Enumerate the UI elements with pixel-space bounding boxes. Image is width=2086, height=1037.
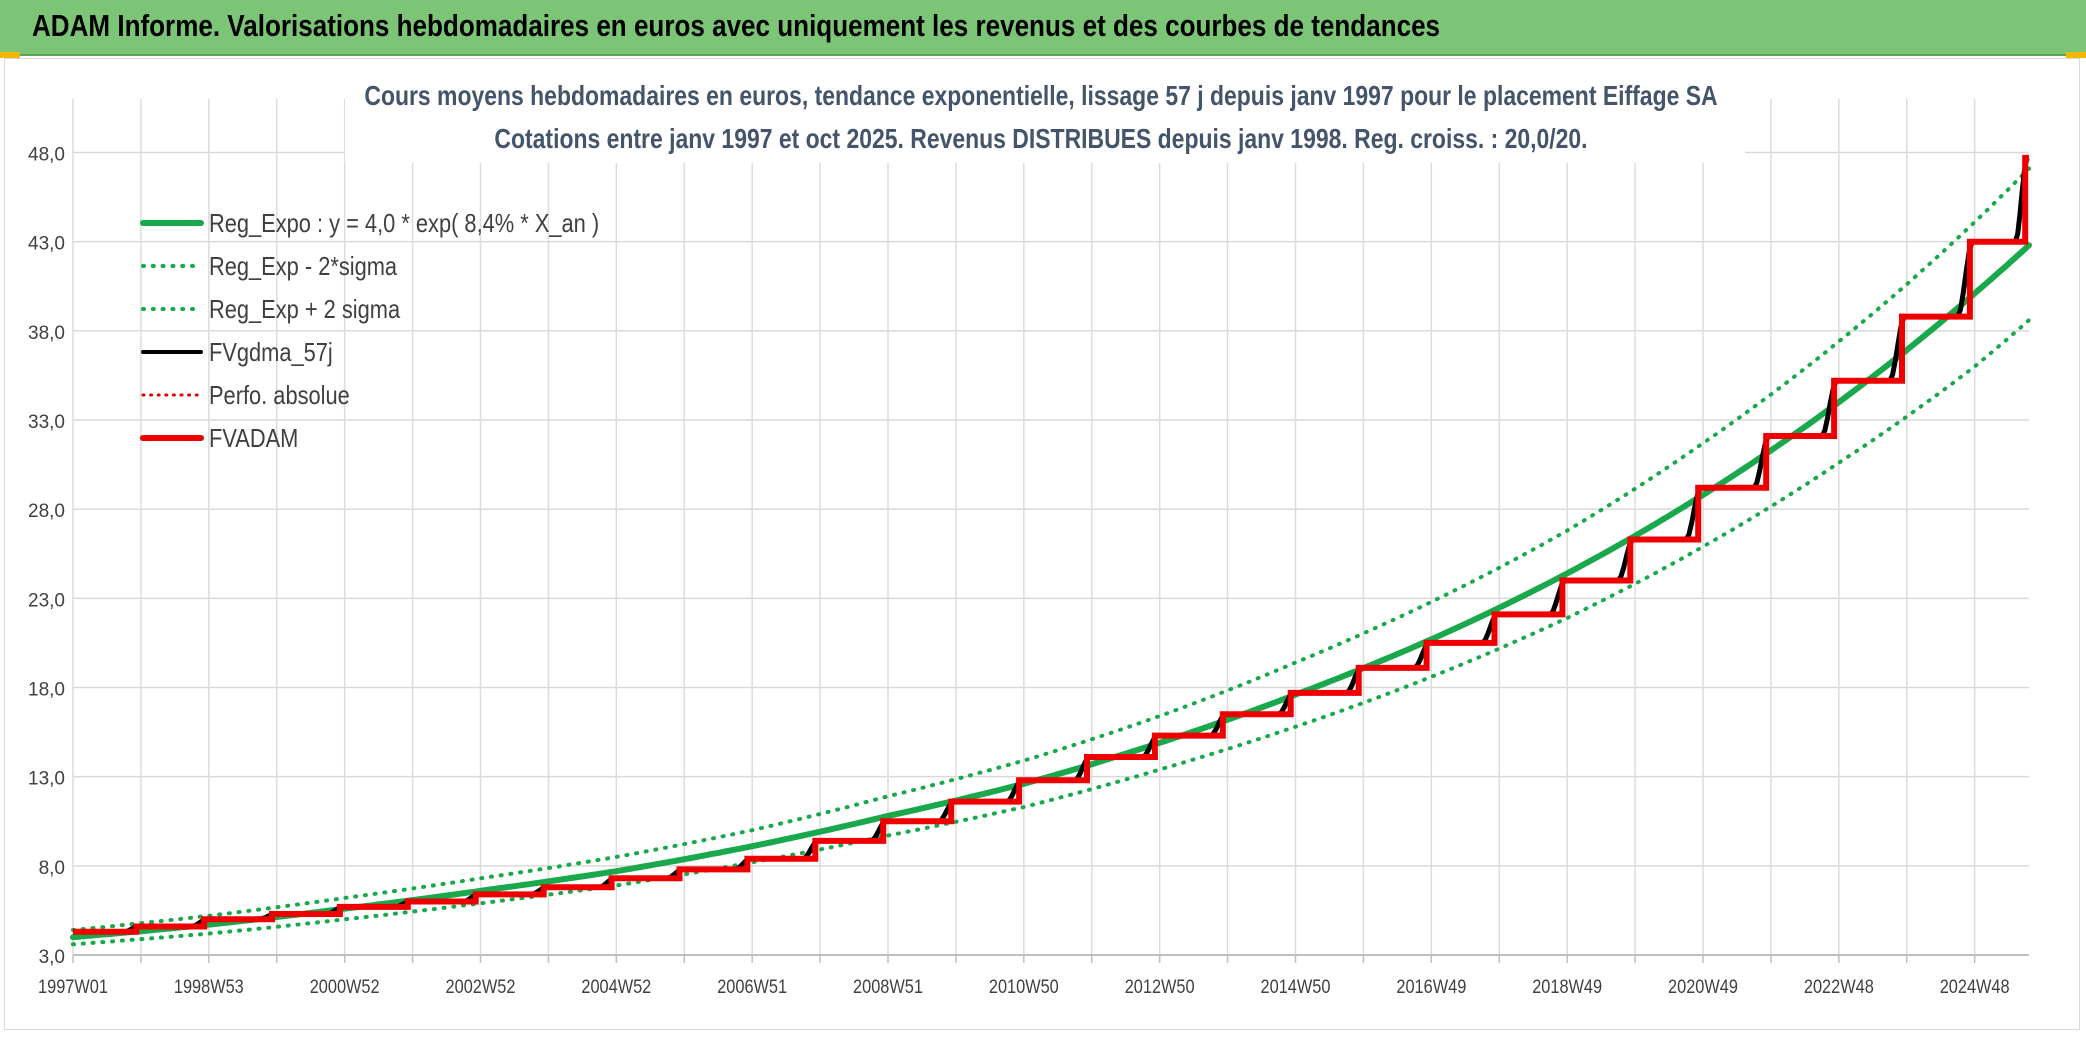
x-tick-label: 2004W52 [581,976,651,997]
y-tick-label: 33,0 [28,412,65,433]
chart-legend: Reg_Expo : y = 4,0 * exp( 8,4% * X_an ) R… [140,209,599,453]
header-banner: ADAM Informe. Valorisations hebdomadaire… [0,0,2086,56]
legend-label: Perfo. absolue [209,381,350,410]
chart-axes: 3,0 8,0 13,0 18,0 23,0 28,0 33,0 38,0 43,0 48,0 19… [28,145,2029,997]
x-tick-label: 2024W48 [1940,976,2010,997]
corner-mark-right [2066,52,2086,58]
legend-label: FVADAM [209,424,298,453]
x-tick-label: 2002W52 [446,976,516,997]
chart-series [70,154,2032,947]
legend-label: Reg_Exp + 2 sigma [209,295,401,324]
y-tick-label: 18,0 [28,680,65,701]
y-tick-label: 43,0 [28,234,65,255]
page-title: ADAM Informe. Valorisations hebdomadaire… [32,8,1441,43]
x-tick-label: 1998W53 [174,976,244,997]
legend-label: Reg_Expo : y = 4,0 * exp( 8,4% * X_an ) [209,209,599,238]
x-tick-label: 2008W51 [853,976,923,997]
x-tick-label: 2006W51 [717,976,787,997]
x-tick-label: 2022W48 [1804,976,1874,997]
y-tick-label: 28,0 [28,501,65,522]
x-tick-label: 2018W49 [1532,976,1602,997]
chart-title-line-1: Cours moyens hebdomadaires en euros, ten… [364,81,1717,112]
series-reg-minus-2sigma [71,318,2031,947]
y-tick-label: 3,0 [39,947,65,968]
x-tick-label: 2020W49 [1668,976,1738,997]
x-tick-label: 2016W49 [1396,976,1466,997]
x-tick-label: 2014W50 [1261,976,1331,997]
x-tick-label: 2010W50 [989,976,1059,997]
legend-label: Reg_Exp - 2*sigma [209,252,398,281]
series-reg-plus-2sigma [71,166,2031,932]
y-tick-label: 8,0 [39,858,65,879]
corner-mark-left [0,52,20,58]
legend-label: FVgdma_57j [209,338,333,367]
y-tick-label: 48,0 [28,145,65,166]
y-tick-label: 13,0 [28,769,65,790]
chart-svg: 3,0 8,0 13,0 18,0 23,0 28,0 33,0 38,0 43,0 48,0 19… [28,63,2032,997]
chart-title-block: Cours moyens hebdomadaires en euros, ten… [345,63,1745,163]
chart-area: 3,0 8,0 13,0 18,0 23,0 28,0 33,0 38,0 43,0 48,0 19… [4,58,2080,1030]
series-fvadam [73,154,2029,935]
chart-title-line-2: Cotations entre janv 1997 et oct 2025. R… [494,124,1587,155]
y-tick-label: 38,0 [28,323,65,344]
x-tick-label: 1997W01 [38,976,108,997]
x-tick-label: 2012W50 [1125,976,1195,997]
title-backdrop [345,63,1745,163]
x-tick-label: 2000W52 [310,976,380,997]
y-tick-label: 23,0 [28,590,65,611]
